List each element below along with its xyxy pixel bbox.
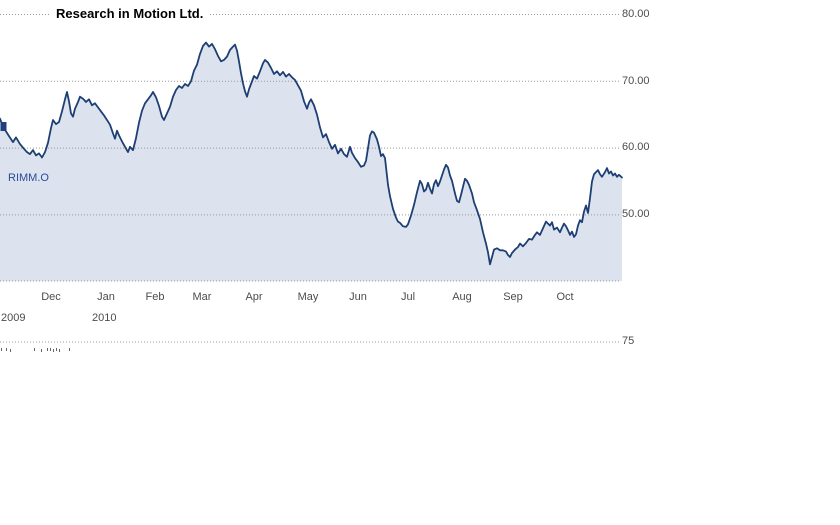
y-axis-label-60: 60.00 <box>622 141 650 153</box>
y-axis-label-50: 50.00 <box>622 208 650 220</box>
lower-axis-label: 75 <box>622 335 635 347</box>
x-axis-month-aug: Aug <box>452 291 472 303</box>
ticker-label: RIMM.O <box>8 172 49 184</box>
x-axis-month-mar: Mar <box>192 291 212 303</box>
x-axis-month-apr: Apr <box>245 291 263 303</box>
y-axis-label-70: 70.00 <box>622 75 650 87</box>
clipped-text-fragments <box>1 348 2 351</box>
x-axis-month-feb: Feb <box>145 291 165 303</box>
price-line <box>0 41 623 266</box>
y-axis-label-80: 80.00 <box>622 8 650 20</box>
last-price-marker <box>0 122 7 131</box>
x-axis-month-dec: Dec <box>41 291 61 303</box>
price-area-fill <box>0 42 622 281</box>
x-axis-month-jan: Jan <box>97 291 115 303</box>
x-axis-year-2010: 2010 <box>92 312 117 324</box>
x-axis-year-2009: 2009 <box>1 312 26 324</box>
gridlines <box>0 14 619 343</box>
x-axis-month-jul: Jul <box>400 291 416 303</box>
x-axis-month-oct: Oct <box>556 291 574 303</box>
x-axis-month-sep: Sep <box>503 291 523 303</box>
x-axis-month-may: May <box>297 291 319 303</box>
chart-title: Research in Motion Ltd. <box>49 5 211 22</box>
x-axis-month-jun: Jun <box>349 291 367 303</box>
